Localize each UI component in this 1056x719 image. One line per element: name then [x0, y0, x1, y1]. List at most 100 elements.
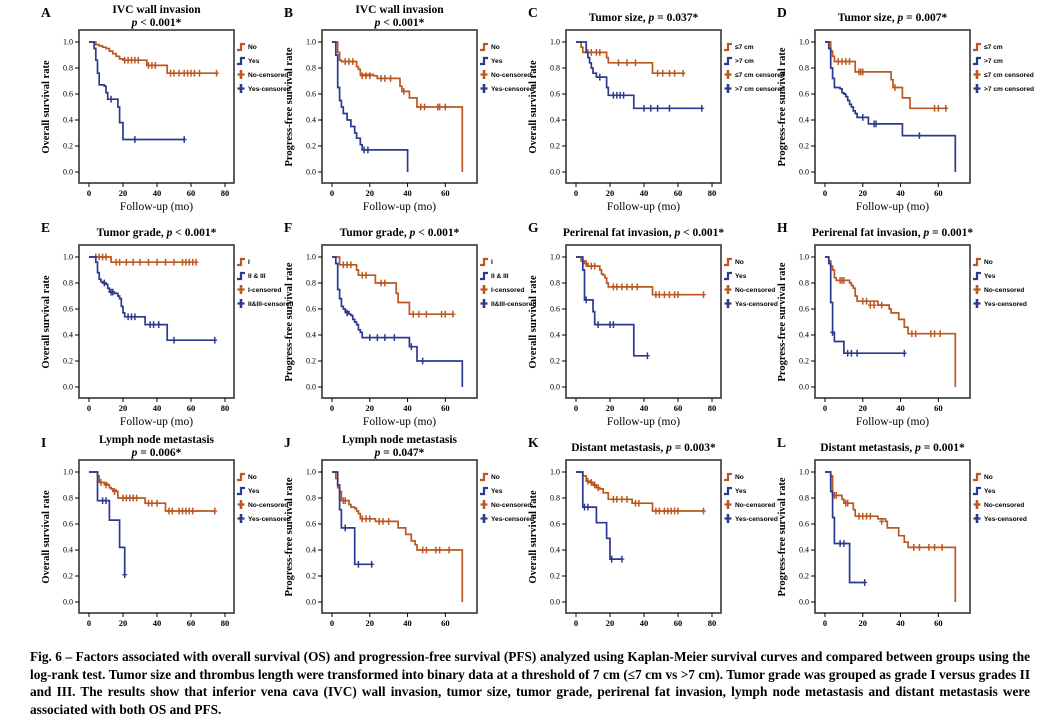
y-tick-label: 0.0	[550, 168, 560, 177]
y-tick-label: 0.8	[799, 64, 809, 73]
y-tick-label: 0.8	[799, 494, 809, 503]
y-tick-label: 0.2	[63, 357, 73, 366]
y-tick-label: 0.4	[799, 331, 809, 340]
legend-label: >7 cm censored	[984, 86, 1034, 93]
x-tick-label: 20	[606, 618, 615, 628]
y-axis-label: Progress-free survival rate	[284, 477, 295, 596]
legend-label: Yes	[735, 273, 747, 280]
legend-line-glyph	[237, 56, 245, 66]
legend-label: ≤7 cm	[984, 44, 1003, 51]
km-curve-≤7 cm	[825, 41, 946, 110]
legend-label: Yes-censored	[984, 516, 1027, 523]
x-tick-label: 0	[823, 403, 827, 413]
km-panel-L: L Distant metastasis, p = 0.001* 0.0 0.2 0.4…	[737, 430, 1027, 645]
x-tick-label: 60	[934, 403, 943, 413]
y-tick-label: 0.2	[799, 357, 809, 366]
km-chart-C: C Tumor size, p = 0.037* 0.0 0.2 0.4 0.6 0.8 1.…	[528, 5, 785, 213]
x-tick-label: 20	[859, 403, 868, 413]
y-tick-label: 1.0	[550, 468, 560, 477]
km-chart-F: F Tumor grade, p < 0.001* 0.0 0.2 0.4 0.6 0.8 1…	[284, 220, 536, 428]
y-tick-label: 0.0	[550, 598, 560, 607]
y-tick-label: 0.8	[550, 279, 560, 288]
y-tick-label: 1.0	[550, 253, 560, 262]
x-tick-label: 60	[934, 188, 943, 198]
legend-line-glyph	[973, 42, 981, 52]
legend-label: Yes	[735, 488, 747, 495]
x-tick-label: 80	[221, 618, 230, 628]
panel-title: Distant metastasis, p = 0.001*	[820, 442, 965, 454]
legend-line-glyph	[480, 56, 488, 66]
y-tick-label: 0.4	[550, 116, 560, 125]
y-tick-label: 0.0	[799, 598, 809, 607]
plot-frame	[78, 29, 235, 184]
y-tick-label: 0.4	[550, 331, 560, 340]
legend-line-glyph	[724, 271, 732, 281]
legend-label: No	[735, 474, 744, 481]
y-axis-label: Progress-free survival rate	[284, 47, 295, 166]
km-panel-D: D Tumor size, p = 0.007* 0.0 0.2 0.4 0.6 0.8 1.…	[737, 0, 1034, 215]
panel-title: Tumor grade, p < 0.001*	[340, 227, 460, 239]
legend-label: Yes-censored	[491, 516, 534, 523]
km-curve-Yes	[825, 471, 865, 584]
x-tick-label: 0	[574, 188, 578, 198]
panel-letter: J	[284, 435, 291, 450]
legend-label: I	[491, 259, 493, 266]
y-tick-label: 0.8	[306, 64, 316, 73]
legend-line-glyph	[724, 486, 732, 496]
legend-line-glyph	[973, 472, 981, 482]
x-tick-label: 0	[330, 403, 334, 413]
panel-letter: H	[777, 220, 788, 235]
x-tick-label: 40	[640, 188, 649, 198]
panel-letter: C	[528, 5, 538, 20]
x-tick-label: 20	[366, 618, 375, 628]
legend-label: II & III	[248, 273, 266, 280]
y-tick-label: 1.0	[550, 38, 560, 47]
legend-line-glyph	[237, 472, 245, 482]
x-tick-label: 0	[87, 618, 91, 628]
y-tick-label: 0.6	[799, 520, 809, 529]
km-chart-L: L Distant metastasis, p = 0.001* 0.0 0.2 0.4…	[777, 435, 1027, 628]
x-tick-label: 20	[859, 618, 868, 628]
panel-letter: E	[41, 220, 50, 235]
x-axis-label: Follow-up (mo)	[120, 201, 193, 213]
km-curve-II & III	[89, 256, 215, 342]
x-tick-label: 0	[87, 403, 91, 413]
x-tick-label: 20	[606, 188, 615, 198]
x-tick-label: 80	[708, 188, 717, 198]
panel-title: Tumor size, p = 0.037*	[589, 12, 699, 24]
legend-label: No	[248, 474, 257, 481]
x-tick-label: 20	[119, 403, 128, 413]
x-tick-label: 60	[441, 618, 450, 628]
x-tick-label: 80	[221, 188, 230, 198]
panel-letter: F	[284, 220, 292, 235]
x-tick-label: 40	[896, 188, 905, 198]
y-tick-label: 0.6	[306, 90, 316, 99]
panel-pvalue: p < 0.001*	[374, 17, 425, 29]
legend-label: No-censored	[984, 287, 1024, 294]
x-tick-label: 40	[403, 188, 412, 198]
panel-title: Lymph node metastasis	[99, 434, 215, 446]
y-tick-label: 0.0	[63, 383, 73, 392]
x-tick-label: 60	[187, 618, 196, 628]
legend-label: II & III	[491, 273, 509, 280]
x-tick-label: 0	[823, 188, 827, 198]
legend-label: No-censored	[491, 72, 531, 79]
x-tick-label: 60	[187, 403, 196, 413]
x-tick-label: 40	[896, 618, 905, 628]
legend-line-glyph	[480, 472, 488, 482]
legend-label: No-censored	[735, 502, 775, 509]
x-axis-label: Follow-up (mo)	[607, 201, 680, 213]
y-tick-label: 1.0	[799, 253, 809, 262]
panel-letter: D	[777, 5, 787, 20]
km-curve-No	[825, 256, 957, 387]
y-tick-label: 0.6	[799, 305, 809, 314]
x-tick-label: 0	[823, 618, 827, 628]
y-tick-label: 0.8	[306, 494, 316, 503]
figure-caption: Fig. 6 – Factors associated with overall…	[30, 649, 1030, 718]
plot-frame	[814, 244, 971, 399]
y-axis-label: Overall survival rate	[528, 275, 539, 369]
panel-title: Perirenal fat invasion, p < 0.001*	[563, 227, 725, 239]
y-tick-label: 0.4	[550, 546, 560, 555]
